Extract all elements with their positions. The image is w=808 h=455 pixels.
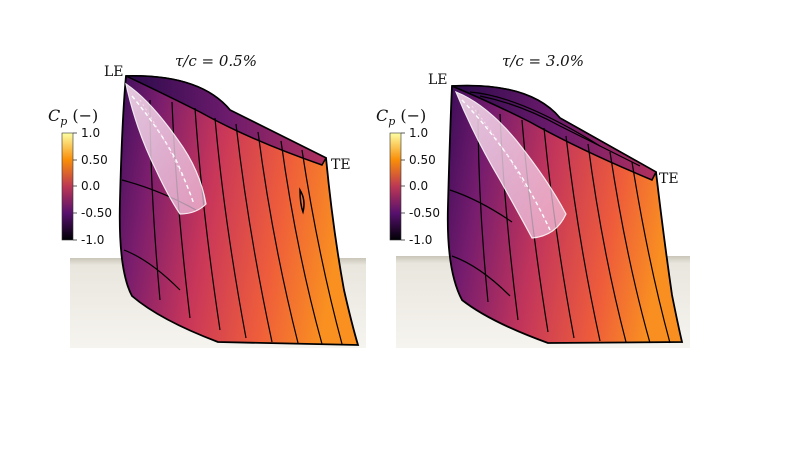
pressure-isolines: [121, 99, 343, 345]
colorbar-subscript: p: [60, 115, 68, 129]
colorbar-tick: -0.50: [409, 206, 441, 220]
panel-title: τ/c = 0.5%: [175, 52, 257, 70]
colorbar-variable: C: [48, 106, 61, 125]
leading-edge-label: LE: [104, 64, 124, 80]
colorbar-tick: 1.0: [81, 126, 101, 140]
colorbar-tick: -0.50: [81, 206, 113, 220]
colorbar-variable: C: [376, 106, 389, 125]
colorbar-unit: (−): [400, 106, 427, 125]
colorbar-tick-marks: [401, 132, 405, 241]
colorbar-gradient: [389, 132, 402, 241]
right-panel-graphic: [389, 84, 690, 348]
tip-leakage-vortex: [125, 82, 207, 215]
colorbar-tick: 0.50: [81, 153, 108, 167]
blade-tip-surface: [451, 84, 657, 181]
left-panel-graphic: [61, 75, 366, 348]
colorbar-tick-marks: [73, 132, 77, 241]
colorbar-label: Cp (−): [376, 106, 426, 128]
pressure-isolines: [449, 91, 671, 344]
panel-title: τ/c = 3.0%: [502, 52, 584, 70]
colorbar-gradient: [61, 132, 74, 241]
colorbar-tick: -1.0: [81, 233, 105, 247]
colorbar-tick: 0.0: [81, 179, 101, 193]
colorbar-tick: 0.0: [409, 179, 429, 193]
colorbar-tick: 0.50: [409, 153, 436, 167]
colorbar-subscript: p: [388, 115, 396, 129]
blade-tip-surface: [125, 75, 328, 166]
tip-leakage-vortex: [454, 90, 567, 239]
colorbar-unit: (−): [72, 106, 99, 125]
leading-edge-label: LE: [428, 72, 448, 88]
colorbar-tick: -1.0: [409, 233, 433, 247]
colorbar-tick: 1.0: [409, 126, 429, 140]
trailing-edge-label: TE: [659, 171, 679, 187]
colorbar-label: Cp (−): [48, 106, 98, 128]
trailing-edge-label: TE: [331, 157, 351, 173]
